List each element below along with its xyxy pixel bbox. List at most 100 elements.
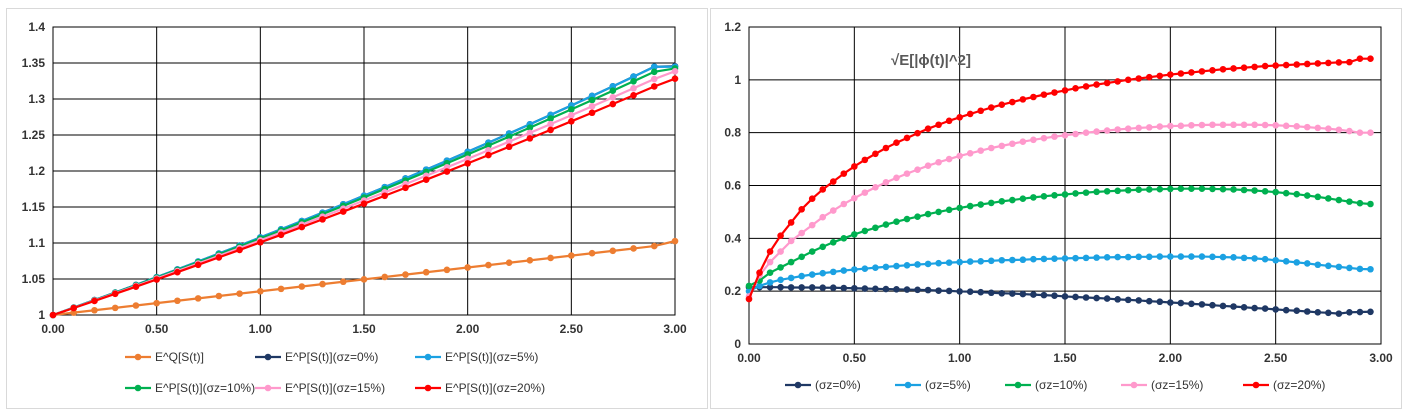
data-point: [1156, 123, 1164, 130]
data-point: [1167, 185, 1174, 193]
data-point: [840, 284, 848, 292]
data-point: [851, 163, 858, 170]
legend-label: (σz=15%): [1151, 378, 1203, 392]
data-point: [1219, 65, 1227, 73]
data-point: [215, 292, 223, 300]
data-point: [1019, 195, 1027, 203]
data-point: [277, 231, 285, 239]
data-point: [808, 271, 816, 278]
plot-area: [748, 26, 1382, 345]
data-point: [914, 286, 921, 294]
data-point: [1030, 93, 1037, 101]
data-point: [808, 221, 816, 229]
data-point: [1282, 189, 1290, 197]
data-point: [1346, 309, 1353, 316]
x-tick-label: 2.00: [456, 322, 480, 336]
data-point: [215, 254, 223, 261]
x-tick-label: 0.50: [145, 322, 169, 336]
data-point: [1061, 132, 1069, 139]
data-point: [956, 204, 963, 212]
data-point: [1093, 81, 1100, 88]
data-point: [1356, 308, 1364, 316]
data-point: [829, 178, 837, 185]
data-point: [798, 229, 805, 237]
data-point: [777, 276, 784, 284]
x-tick-label: 0.00: [737, 351, 761, 365]
data-point: [882, 263, 890, 271]
data-point: [111, 304, 119, 312]
data-point: [547, 120, 554, 128]
data-point: [777, 248, 784, 255]
data-point: [1030, 136, 1037, 144]
data-point: [977, 107, 985, 115]
data-point: [956, 114, 963, 121]
data-point: [1240, 254, 1248, 262]
y-tick-label: 1.3: [28, 92, 45, 106]
data-point: [422, 176, 430, 184]
data-point: [588, 109, 596, 117]
x-tick-label: 1.00: [249, 322, 273, 336]
data-point: [966, 149, 974, 157]
data-point: [650, 63, 658, 71]
legend-label: E^P[S(t)](σz=20%): [445, 381, 545, 395]
left-chart-panel: 1 1.05 1.1 1.15 1.2 1.25 1.3 1.35 1.4 0.00 0.50 1.0…: [6, 8, 708, 409]
data-point: [319, 216, 326, 223]
data-point: [903, 170, 911, 177]
data-point: [998, 289, 1006, 297]
data-point: [1019, 138, 1027, 145]
data-point: [1356, 55, 1364, 62]
data-point: [1103, 127, 1111, 134]
data-point: [505, 143, 513, 151]
legend-marker-dot: [794, 381, 802, 389]
data-point: [1293, 307, 1301, 315]
data-point: [1103, 79, 1111, 87]
data-point: [485, 151, 492, 159]
data-point: [1230, 254, 1237, 261]
data-point: [872, 285, 879, 293]
data-point: [903, 134, 911, 142]
data-point: [1177, 299, 1185, 307]
data-point: [1198, 121, 1206, 129]
data-point: [766, 248, 774, 255]
data-point: [787, 237, 795, 245]
data-point: [861, 156, 869, 164]
data-point: [998, 101, 1006, 108]
data-point: [1051, 255, 1058, 262]
data-point: [1145, 297, 1153, 305]
data-point: [745, 295, 753, 303]
data-point: [903, 286, 911, 293]
y-tick-label: 1.2: [28, 164, 45, 178]
data-point: [485, 146, 492, 154]
data-point: [1219, 121, 1227, 129]
x-tick-label: 3.00: [663, 322, 687, 336]
data-point: [1293, 123, 1301, 130]
data-point: [650, 68, 658, 76]
y-tick-label: 1.15: [22, 200, 46, 214]
data-point: [1040, 255, 1048, 263]
data-point: [609, 100, 617, 108]
data-point: [945, 117, 953, 125]
data-point: [766, 279, 774, 286]
data-point: [787, 274, 795, 282]
data-point: [1261, 305, 1269, 312]
data-point: [671, 75, 679, 82]
legend-marker-dot: [134, 353, 142, 361]
y-tick-label: 0.4: [724, 231, 741, 245]
data-point: [360, 276, 368, 283]
data-point: [956, 152, 963, 160]
data-point: [935, 121, 942, 129]
data-point: [798, 272, 805, 280]
data-point: [1230, 121, 1237, 129]
data-point: [966, 288, 974, 295]
data-point: [851, 284, 858, 292]
data-point: [1282, 61, 1290, 69]
legend-marker-dot: [424, 384, 432, 392]
data-point: [840, 267, 848, 274]
data-point: [872, 150, 879, 158]
data-point: [1367, 308, 1374, 316]
data-point: [1177, 70, 1185, 77]
data-point: [1240, 303, 1248, 311]
data-point: [1325, 309, 1332, 317]
data-point: [1145, 186, 1153, 193]
data-point: [1061, 293, 1069, 300]
